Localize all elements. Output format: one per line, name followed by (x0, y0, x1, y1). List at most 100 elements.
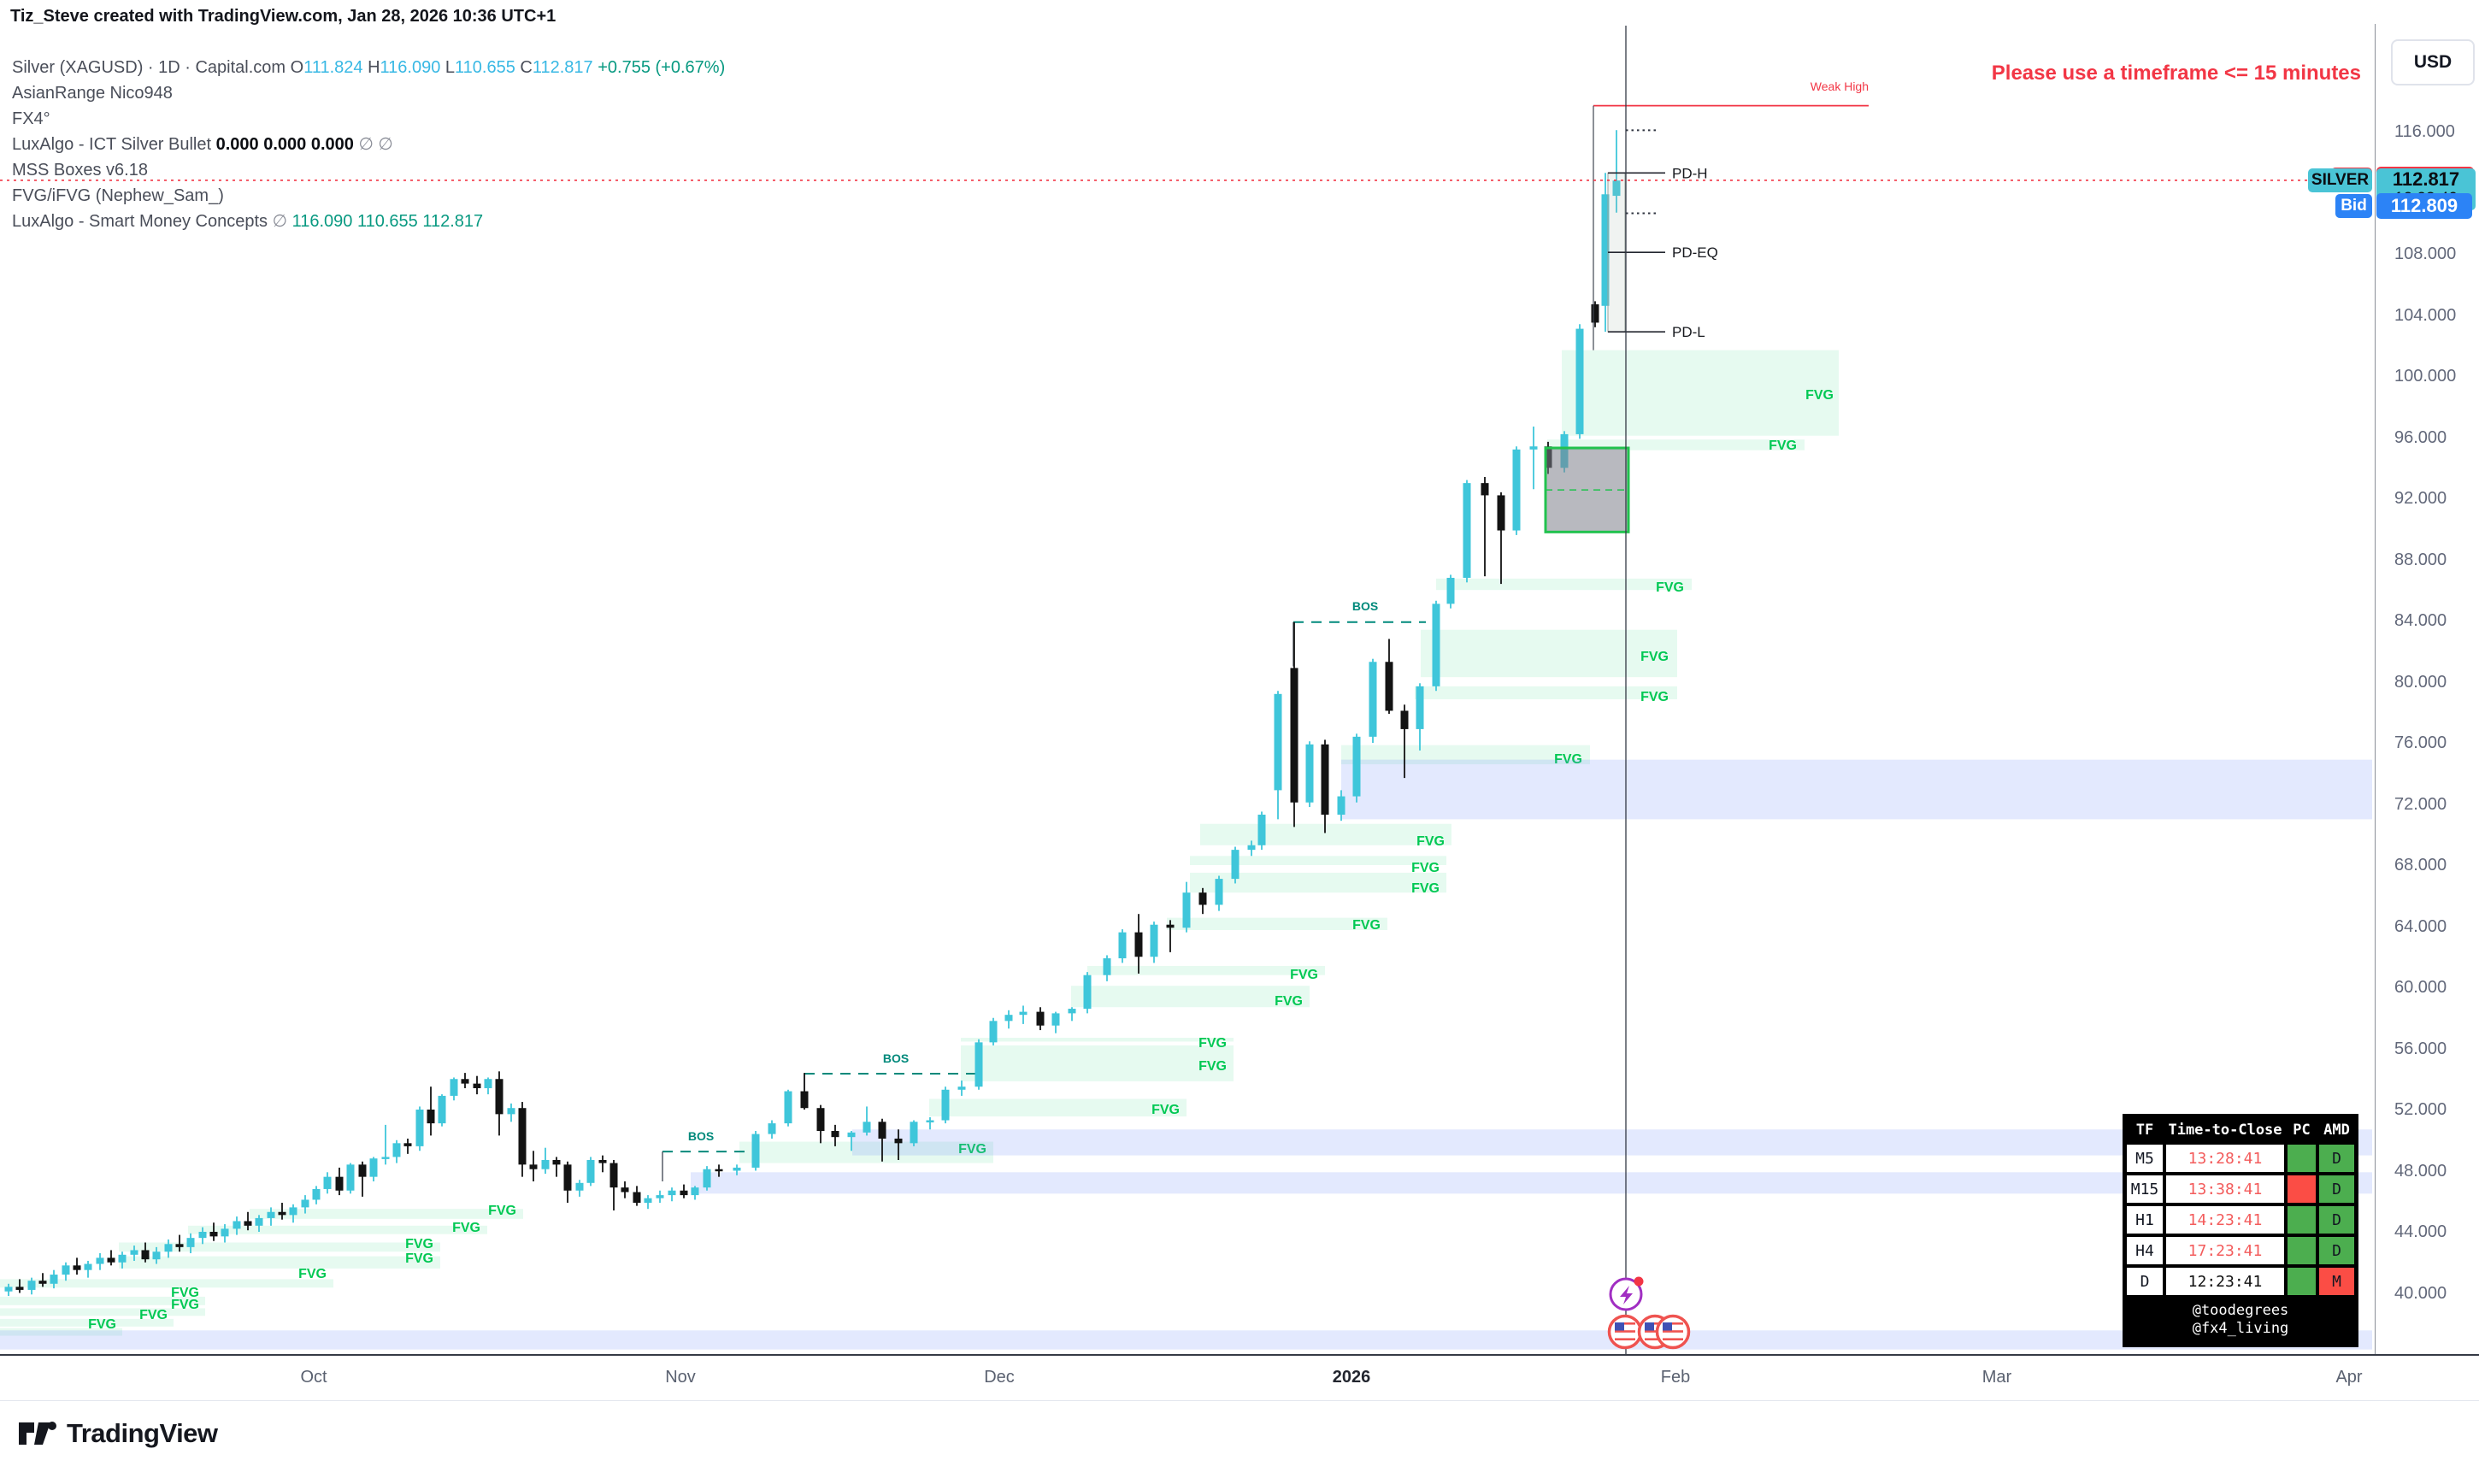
tradingview-logo-text: TradingView (67, 1418, 218, 1448)
currency-toggle-button[interactable]: USD (2391, 39, 2475, 85)
svg-text:FVG: FVG (958, 1142, 986, 1157)
price-tick: 72.000 (2394, 794, 2447, 814)
price-tick: 96.000 (2394, 427, 2447, 447)
table-row-H1: H1 14:23:41 D (2125, 1204, 2356, 1235)
svg-text:BOS: BOS (688, 1129, 714, 1143)
svg-text:FVG: FVG (139, 1308, 168, 1322)
indicator-fvg-ifvg[interactable]: FVG/iFVG (Nephew_Sam_) (12, 186, 224, 205)
us-flag-icon (1607, 1314, 1643, 1350)
svg-text:PD-EQ: PD-EQ (1672, 244, 1718, 261)
fvg-zones: FVGFVGFVGFVGFVGFVGFVGFVGFVGFVGFVGFVGFVGF… (0, 350, 1839, 1336)
svg-text:FVG: FVG (1352, 918, 1381, 933)
tradingview-logo[interactable]: TradingView (17, 1417, 218, 1450)
timeframe-warning: Please use a timeframe <= 15 minutes (1991, 62, 2361, 85)
table-row-M15: M15 13:38:41 D (2125, 1174, 2356, 1204)
legend-pane[interactable]: Silver (XAGUSD) · 1D · Capital.com O111.… (12, 55, 725, 234)
lightning-icon (1620, 1286, 1633, 1304)
price-tick: 44.000 (2394, 1222, 2447, 1241)
svg-text:BOS: BOS (883, 1051, 909, 1065)
svg-text:FVG: FVG (1554, 752, 1582, 767)
candlestick-series (4, 130, 1621, 1297)
weak-high-marker: Weak High (1593, 80, 1869, 350)
time-tick-Dec: Dec (984, 1368, 1015, 1387)
svg-text:FVG: FVG (1640, 690, 1669, 704)
svg-text:FVG: FVG (1640, 650, 1669, 664)
time-tick-Feb: Feb (1660, 1368, 1691, 1387)
svg-text:FVG: FVG (1416, 834, 1445, 849)
price-tick: 84.000 (2394, 611, 2447, 630)
svg-text:FVG: FVG (171, 1286, 199, 1300)
price-tick: 104.000 (2394, 305, 2457, 325)
indicator-ict-silver-bullet[interactable]: LuxAlgo - ICT Silver Bullet 0.000 0.000 … (12, 135, 393, 154)
bid-label-badge[interactable]: Bid (2335, 194, 2372, 219)
svg-text:FVG: FVG (1411, 881, 1440, 896)
previous-day-levels: PD-H PD-EQ PD-L (1607, 129, 1718, 340)
svg-text:PD-H: PD-H (1672, 165, 1708, 181)
svg-text:FVG: FVG (405, 1251, 433, 1266)
price-tick: 88.000 (2394, 550, 2447, 569)
time-axis[interactable]: Oct Nov Dec 2026 Feb Mar Apr (0, 1356, 2479, 1399)
time-tick-Apr: Apr (2335, 1368, 2363, 1387)
svg-text:FVG: FVG (1805, 388, 1834, 403)
svg-text:FVG: FVG (1656, 580, 1684, 595)
svg-text:FVG: FVG (298, 1267, 327, 1281)
price-tick: 108.000 (2394, 244, 2457, 263)
svg-text:FVG: FVG (1198, 1059, 1227, 1074)
last-price: 112.817 (2392, 168, 2460, 191)
svg-text:FVG: FVG (405, 1237, 433, 1251)
table-row-M5: M5 13:28:41 D (2125, 1143, 2356, 1174)
tradingview-logo-icon (19, 1422, 56, 1445)
price-tick: 68.000 (2394, 856, 2447, 874)
footer-divider (0, 1400, 2479, 1401)
svg-text:FVG: FVG (88, 1317, 116, 1332)
svg-text:FVG: FVG (1275, 994, 1303, 1009)
table-row-H4: H4 17:23:41 D (2125, 1235, 2356, 1266)
price-axis[interactable]: USD 116.000 108.000 104.000 100.000 96.000 92… (2375, 24, 2479, 1354)
chart-bottom-border (0, 1354, 2479, 1356)
svg-text:FVG: FVG (1411, 861, 1440, 875)
symbol-label-badge[interactable]: SILVER (2308, 168, 2372, 192)
table-header: TF Time-to-Close PC AMD (2125, 1116, 2356, 1143)
indicator-asianrange[interactable]: AsianRange Nico948 (12, 84, 173, 103)
svg-text:BOS: BOS (1352, 599, 1378, 613)
price-tick: 52.000 (2394, 1100, 2447, 1119)
symbol-row[interactable]: Silver (XAGUSD) · 1D · Capital.com O111.… (12, 58, 726, 77)
price-tick: 76.000 (2394, 733, 2447, 752)
svg-text:FVG: FVG (488, 1204, 516, 1218)
economic-calendar-icons[interactable] (1607, 1276, 1691, 1350)
price-tick: 64.000 (2394, 916, 2447, 936)
price-tick: 48.000 (2394, 1161, 2447, 1181)
table-footer-handles: @toodegrees @fx4_living (2125, 1297, 2356, 1345)
svg-text:PD-L: PD-L (1672, 324, 1705, 340)
us-flag-icon (1655, 1314, 1691, 1350)
mss-box (1544, 446, 1630, 533)
price-tick: 60.000 (2394, 978, 2447, 997)
svg-text:FVG: FVG (171, 1298, 199, 1312)
indicator-smc[interactable]: LuxAlgo - Smart Money Concepts ∅ 116.090… (12, 212, 484, 231)
svg-text:FVG: FVG (1151, 1103, 1180, 1117)
price-tick: 116.000 (2394, 122, 2455, 141)
price-tick: 80.000 (2394, 672, 2447, 692)
chart-attribution: Tiz_Steve created with TradingView.com, … (10, 7, 556, 26)
bid-value-badge[interactable]: 112.809 (2376, 193, 2472, 220)
price-tick: 100.000 (2394, 367, 2457, 386)
svg-text:FVG: FVG (1769, 439, 1797, 453)
bos-markers: BOS BOS BOS (662, 599, 1426, 1182)
indicator-mss-boxes[interactable]: MSS Boxes v6.18 (12, 161, 148, 180)
time-tick-Oct: Oct (300, 1368, 327, 1387)
svg-text:FVG: FVG (452, 1221, 480, 1235)
indicator-fx4[interactable]: FX4° (12, 109, 50, 128)
price-tick: 56.000 (2394, 1039, 2447, 1058)
time-to-close-table: TF Time-to-Close PC AMD M5 13:28:41 D M15 13:38:… (2123, 1114, 2358, 1347)
time-tick-Mar: Mar (1981, 1368, 2012, 1387)
svg-text:Weak High: Weak High (1811, 80, 1869, 93)
price-tick: 40.000 (2394, 1283, 2447, 1303)
svg-text:FVG: FVG (1290, 968, 1318, 982)
asian-range-bands (0, 759, 2372, 1350)
time-tick-Nov: Nov (665, 1368, 696, 1387)
time-tick-2026: 2026 (1332, 1368, 1371, 1387)
price-tick: 92.000 (2394, 489, 2447, 508)
table-row-D: D 12:23:41 M (2125, 1266, 2356, 1297)
